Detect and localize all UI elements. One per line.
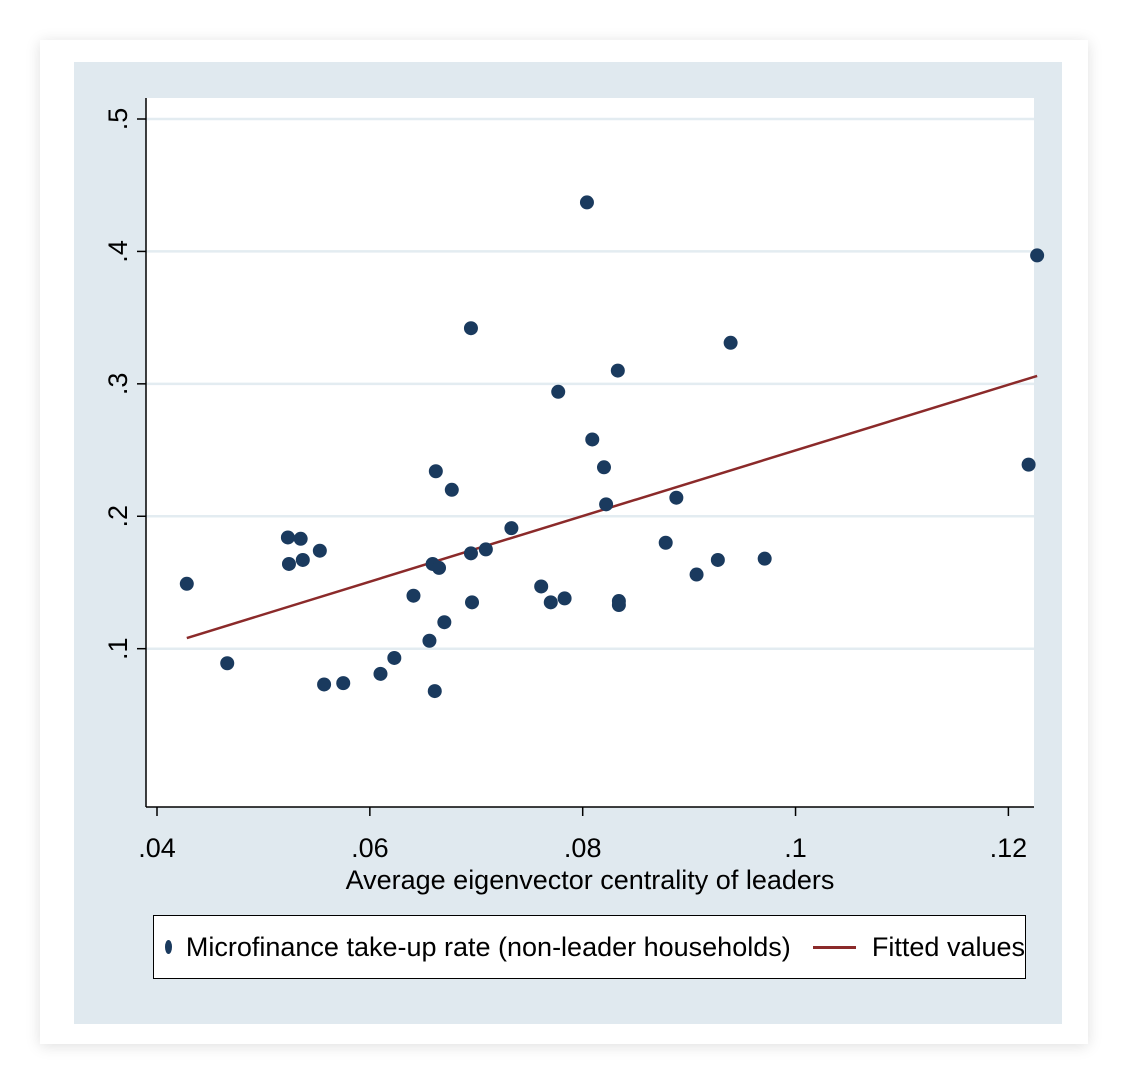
data-point-25 (543, 595, 558, 610)
y-tick-label-0: .1 (103, 637, 133, 660)
gridlines (146, 117, 1034, 650)
y-tick-label-1: .2 (103, 505, 133, 528)
x-ticks: .04 .06 .08 .1 .12 (138, 807, 1027, 863)
axes (145, 98, 1034, 808)
data-point-19 (463, 546, 478, 561)
data-point-41 (1021, 457, 1036, 472)
data-point-0 (179, 576, 194, 591)
legend-label-fitted: Fitted values (871, 931, 1025, 962)
data-point-7 (317, 677, 332, 692)
data-point-24 (534, 579, 549, 594)
data-point-37 (689, 567, 704, 582)
data-point-26 (551, 384, 566, 399)
data-point-18 (444, 482, 459, 497)
legend-line-marker (812, 945, 856, 949)
data-point-12 (422, 633, 437, 648)
data-point-34 (611, 597, 626, 612)
y-tick-label-2: .3 (103, 373, 133, 396)
data-point-38 (710, 552, 725, 567)
data-point-22 (478, 542, 493, 557)
takeup-rate-series (179, 195, 1045, 699)
data-point-6 (312, 543, 327, 558)
data-point-27 (557, 591, 572, 606)
data-point-42 (1030, 248, 1045, 263)
y-tick-label-4: .5 (103, 108, 133, 131)
data-point-28 (579, 195, 594, 210)
x-tick-label-2: .08 (564, 833, 602, 863)
data-point-2 (280, 530, 295, 545)
data-point-5 (295, 552, 310, 567)
data-point-40 (757, 551, 772, 566)
x-axis-title: Average eigenvector centrality of leader… (346, 865, 835, 895)
data-point-16 (432, 560, 447, 575)
data-point-3 (293, 531, 308, 546)
y-ticks: .1 .2 .3 .4 .5 (103, 108, 146, 660)
y-tick-label-3: .4 (103, 240, 133, 263)
data-point-1 (220, 656, 235, 671)
data-point-31 (599, 497, 614, 512)
x-tick-label-3: .1 (784, 833, 807, 863)
plot-area (146, 98, 1034, 807)
x-tick-label-0: .04 (138, 833, 176, 863)
data-point-32 (610, 363, 625, 378)
data-point-8 (336, 676, 351, 691)
data-point-17 (437, 615, 452, 630)
data-point-14 (427, 684, 442, 699)
data-point-4 (281, 556, 296, 571)
data-point-30 (596, 460, 611, 475)
legend-label-takeup: Microfinance take-up rate (non-leader ho… (185, 931, 791, 962)
x-tick-label-4: .12 (990, 833, 1028, 863)
data-point-11 (406, 588, 421, 603)
data-point-20 (465, 595, 480, 610)
data-point-9 (373, 666, 388, 681)
legend: Microfinance take-up rate (non-leader ho… (153, 915, 1026, 979)
x-tick-label-1: .06 (351, 833, 389, 863)
legend-dot-marker (165, 940, 172, 954)
data-point-35 (658, 535, 673, 550)
data-point-23 (504, 521, 519, 536)
data-point-10 (387, 650, 402, 665)
data-point-29 (585, 432, 600, 447)
data-point-15 (428, 464, 443, 479)
data-point-39 (723, 335, 738, 350)
data-point-36 (669, 490, 684, 505)
data-point-21 (463, 321, 478, 336)
